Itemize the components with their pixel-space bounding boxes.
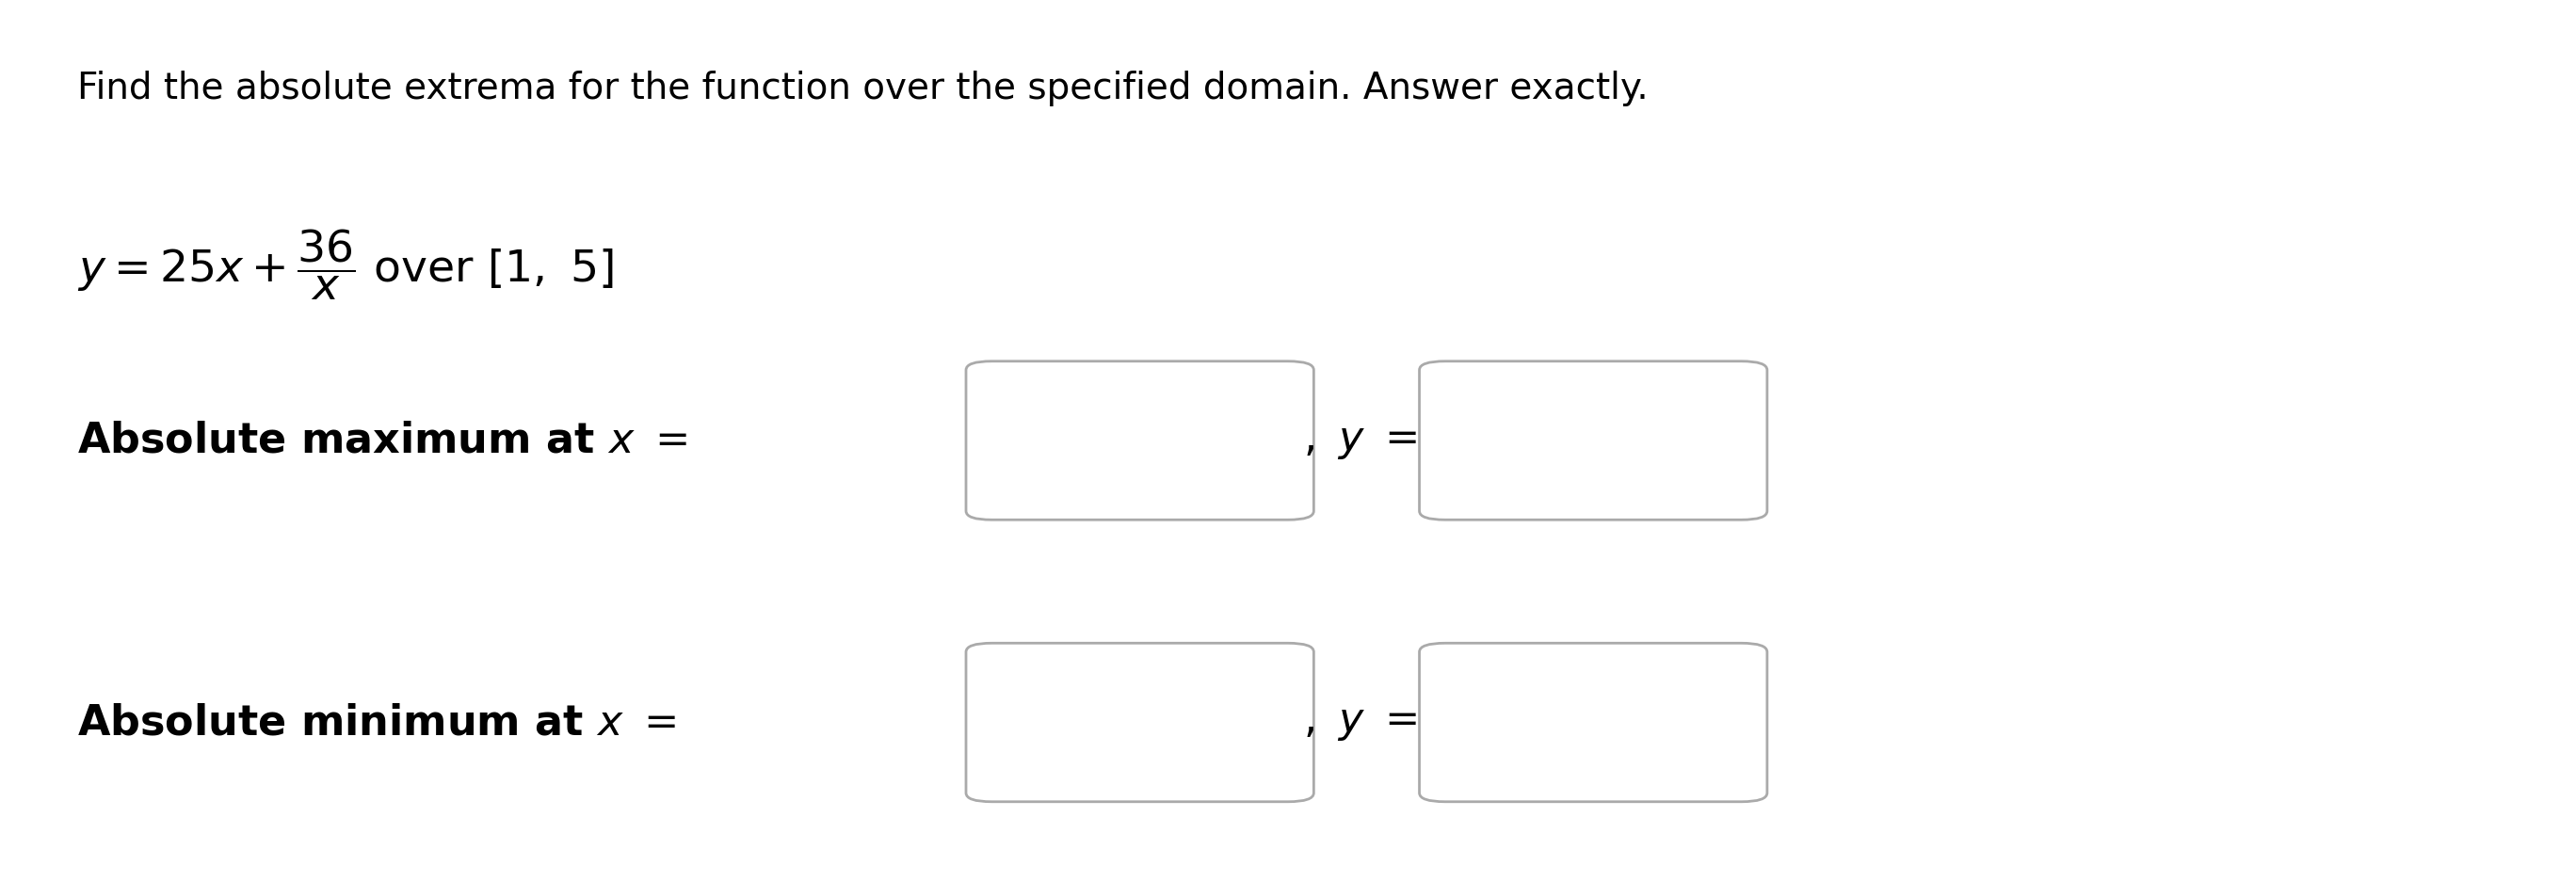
- Text: $,\ y\ =$: $,\ y\ =$: [1303, 702, 1417, 743]
- Text: Absolute minimum at $x\ =$: Absolute minimum at $x\ =$: [77, 702, 677, 743]
- FancyBboxPatch shape: [966, 361, 1314, 520]
- FancyBboxPatch shape: [966, 643, 1314, 802]
- Text: Absolute maximum at $x\ =$: Absolute maximum at $x\ =$: [77, 420, 688, 461]
- FancyBboxPatch shape: [1419, 361, 1767, 520]
- FancyBboxPatch shape: [1419, 643, 1767, 802]
- Text: $,\ y\ =$: $,\ y\ =$: [1303, 420, 1417, 461]
- Text: Find the absolute extrema for the function over the specified domain. Answer exa: Find the absolute extrema for the functi…: [77, 70, 1649, 107]
- Text: $y = 25x + \dfrac{36}{x}\ \mathrm{over}\ [1,\ 5]$: $y = 25x + \dfrac{36}{x}\ \mathrm{over}\…: [77, 226, 613, 302]
